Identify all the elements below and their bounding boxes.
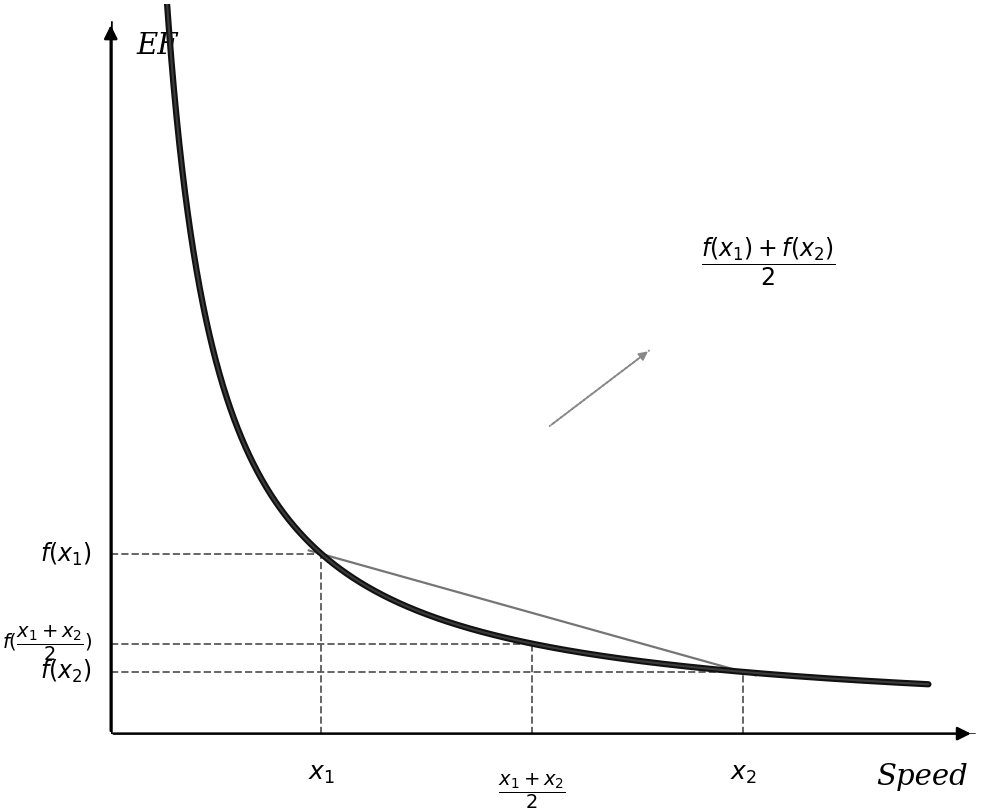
- Text: $x_1$: $x_1$: [308, 763, 335, 786]
- Text: Speed: Speed: [876, 763, 968, 791]
- Text: EF: EF: [136, 32, 178, 60]
- Text: $f(\dfrac{x_1+x_2}{2})$: $f(\dfrac{x_1+x_2}{2})$: [2, 624, 92, 663]
- Text: $\dfrac{x_1+x_2}{2}$: $\dfrac{x_1+x_2}{2}$: [498, 772, 566, 810]
- Text: $x_2$: $x_2$: [730, 763, 756, 786]
- Text: $f(x_1)$: $f(x_1)$: [40, 540, 92, 568]
- Text: $\dfrac{f(x_1)+f(x_2)}{2}$: $\dfrac{f(x_1)+f(x_2)}{2}$: [701, 236, 836, 288]
- Text: $f(x_2)$: $f(x_2)$: [40, 659, 92, 685]
